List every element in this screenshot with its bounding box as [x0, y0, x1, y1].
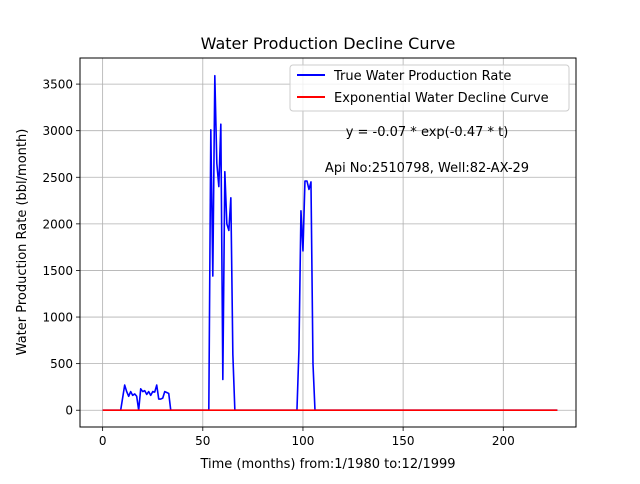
well-annotation: Api No:2510798, Well:82-AX-29 [325, 161, 529, 176]
x-tick-label: 0 [99, 434, 107, 448]
x-tick-label: 200 [492, 434, 515, 448]
legend-box [289, 64, 570, 112]
y-axis-label: Water Production Rate (bbl/month) [15, 129, 30, 356]
y-tick-label: 1000 [42, 311, 73, 325]
y-tick-label: 3000 [42, 124, 73, 138]
legend-label-true-rate: True Water Production Rate [333, 69, 511, 84]
y-tick-label: 0 [65, 404, 73, 418]
y-tick-label: 1500 [42, 264, 73, 278]
x-axis-label: Time (months) from:1/1980 to:12/1999 [199, 457, 455, 472]
chart-title: Water Production Decline Curve [201, 34, 456, 53]
y-tick-label: 2000 [42, 217, 73, 231]
series-layer [102, 74, 558, 412]
x-tick-label: 150 [392, 434, 415, 448]
y-tick-label: 3500 [42, 78, 73, 92]
equation-annotation: y = -0.07 * exp(-0.47 * t) [346, 125, 509, 140]
x-tick-label: 50 [195, 434, 210, 448]
plot-frame [79, 57, 577, 428]
y-tick-label: 500 [50, 357, 73, 371]
legend-label-exponential-curve: Exponential Water Decline Curve [334, 91, 549, 106]
x-tick-label: 100 [292, 434, 315, 448]
y-tick-label: 2500 [42, 171, 73, 185]
legend: True Water Production Rate Exponential W… [289, 64, 570, 112]
